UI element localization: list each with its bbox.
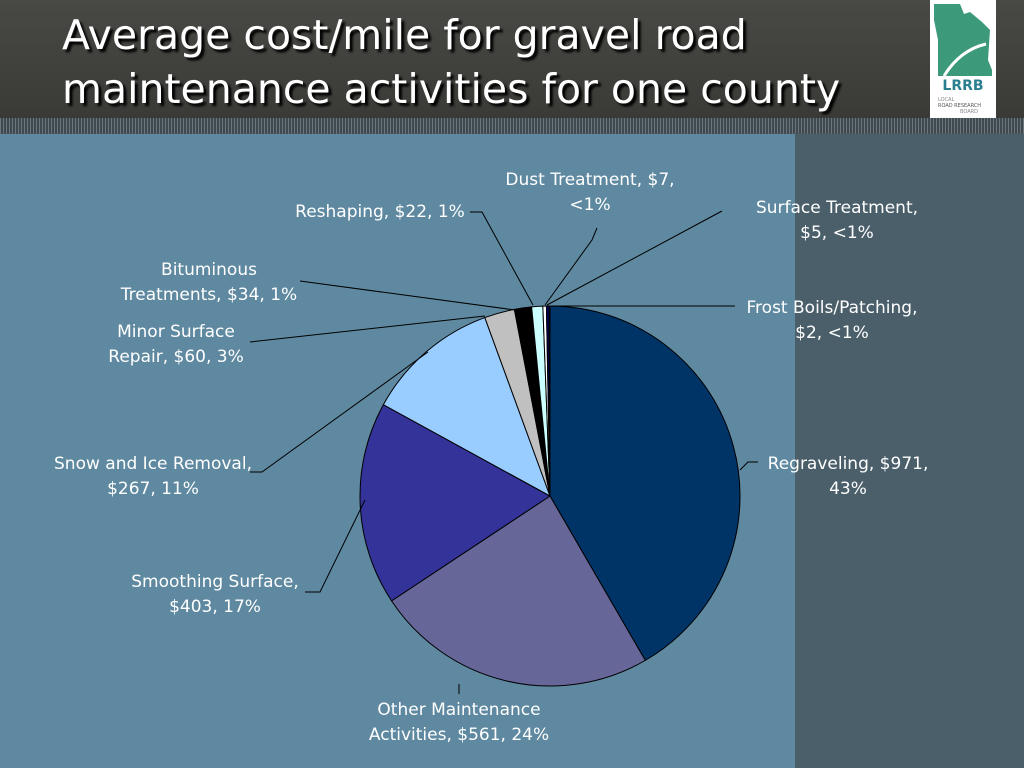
leader-line: [305, 499, 366, 593]
leader-line: [470, 211, 534, 306]
data-label: Regraveling, $971, 43%: [767, 454, 929, 499]
data-label: Reshaping, $22, 1%: [295, 202, 465, 222]
leader-line: [250, 351, 429, 473]
pie-slice: [549, 305, 741, 662]
data-label: Snow and Ice Removal, $267, 11%: [54, 454, 252, 499]
logo-line: BOARD: [960, 109, 978, 115]
logo: LRRB LOCAL ROAD RESEARCH BOARD: [930, 0, 996, 118]
leader-line: [739, 461, 758, 471]
leader-line: [544, 227, 598, 306]
chart-title: Average cost/mile for gravel road mainte…: [62, 11, 841, 113]
pie-slice: [359, 404, 551, 602]
body-side: [795, 134, 1024, 768]
data-label: Frost Boils/Patching, $2, <1%: [746, 298, 918, 343]
data-label: Surface Treatment, $5, <1%: [755, 198, 919, 243]
logo-map: [934, 4, 992, 76]
logo-line: LOCAL: [938, 97, 954, 103]
header: [0, 0, 1024, 118]
leader-line: [546, 210, 723, 306]
header-band: [0, 118, 1024, 134]
data-label: Bituminous Treatments, $34, 1%: [120, 260, 298, 305]
data-label: Minor Surface Repair, $60, 3%: [108, 322, 244, 367]
data-label: Smoothing Surface, $403, 17%: [131, 572, 299, 617]
data-label: Other Maintenance Activities, $561, 24%: [368, 700, 550, 745]
data-label: Dust Treatment, $7, <1%: [505, 170, 675, 215]
leader-line: [299, 280, 516, 311]
logo-name: LRRB: [942, 78, 983, 94]
pie-slice: [390, 495, 646, 687]
pie-slice: [548, 305, 551, 497]
logo-road: [942, 42, 987, 77]
leader-line: [249, 315, 486, 343]
pie-slice: [382, 316, 551, 498]
logo-line: ROAD RESEARCH: [938, 103, 981, 109]
logo-graphic: LRRB LOCAL ROAD RESEARCH BOARD: [934, 4, 992, 115]
